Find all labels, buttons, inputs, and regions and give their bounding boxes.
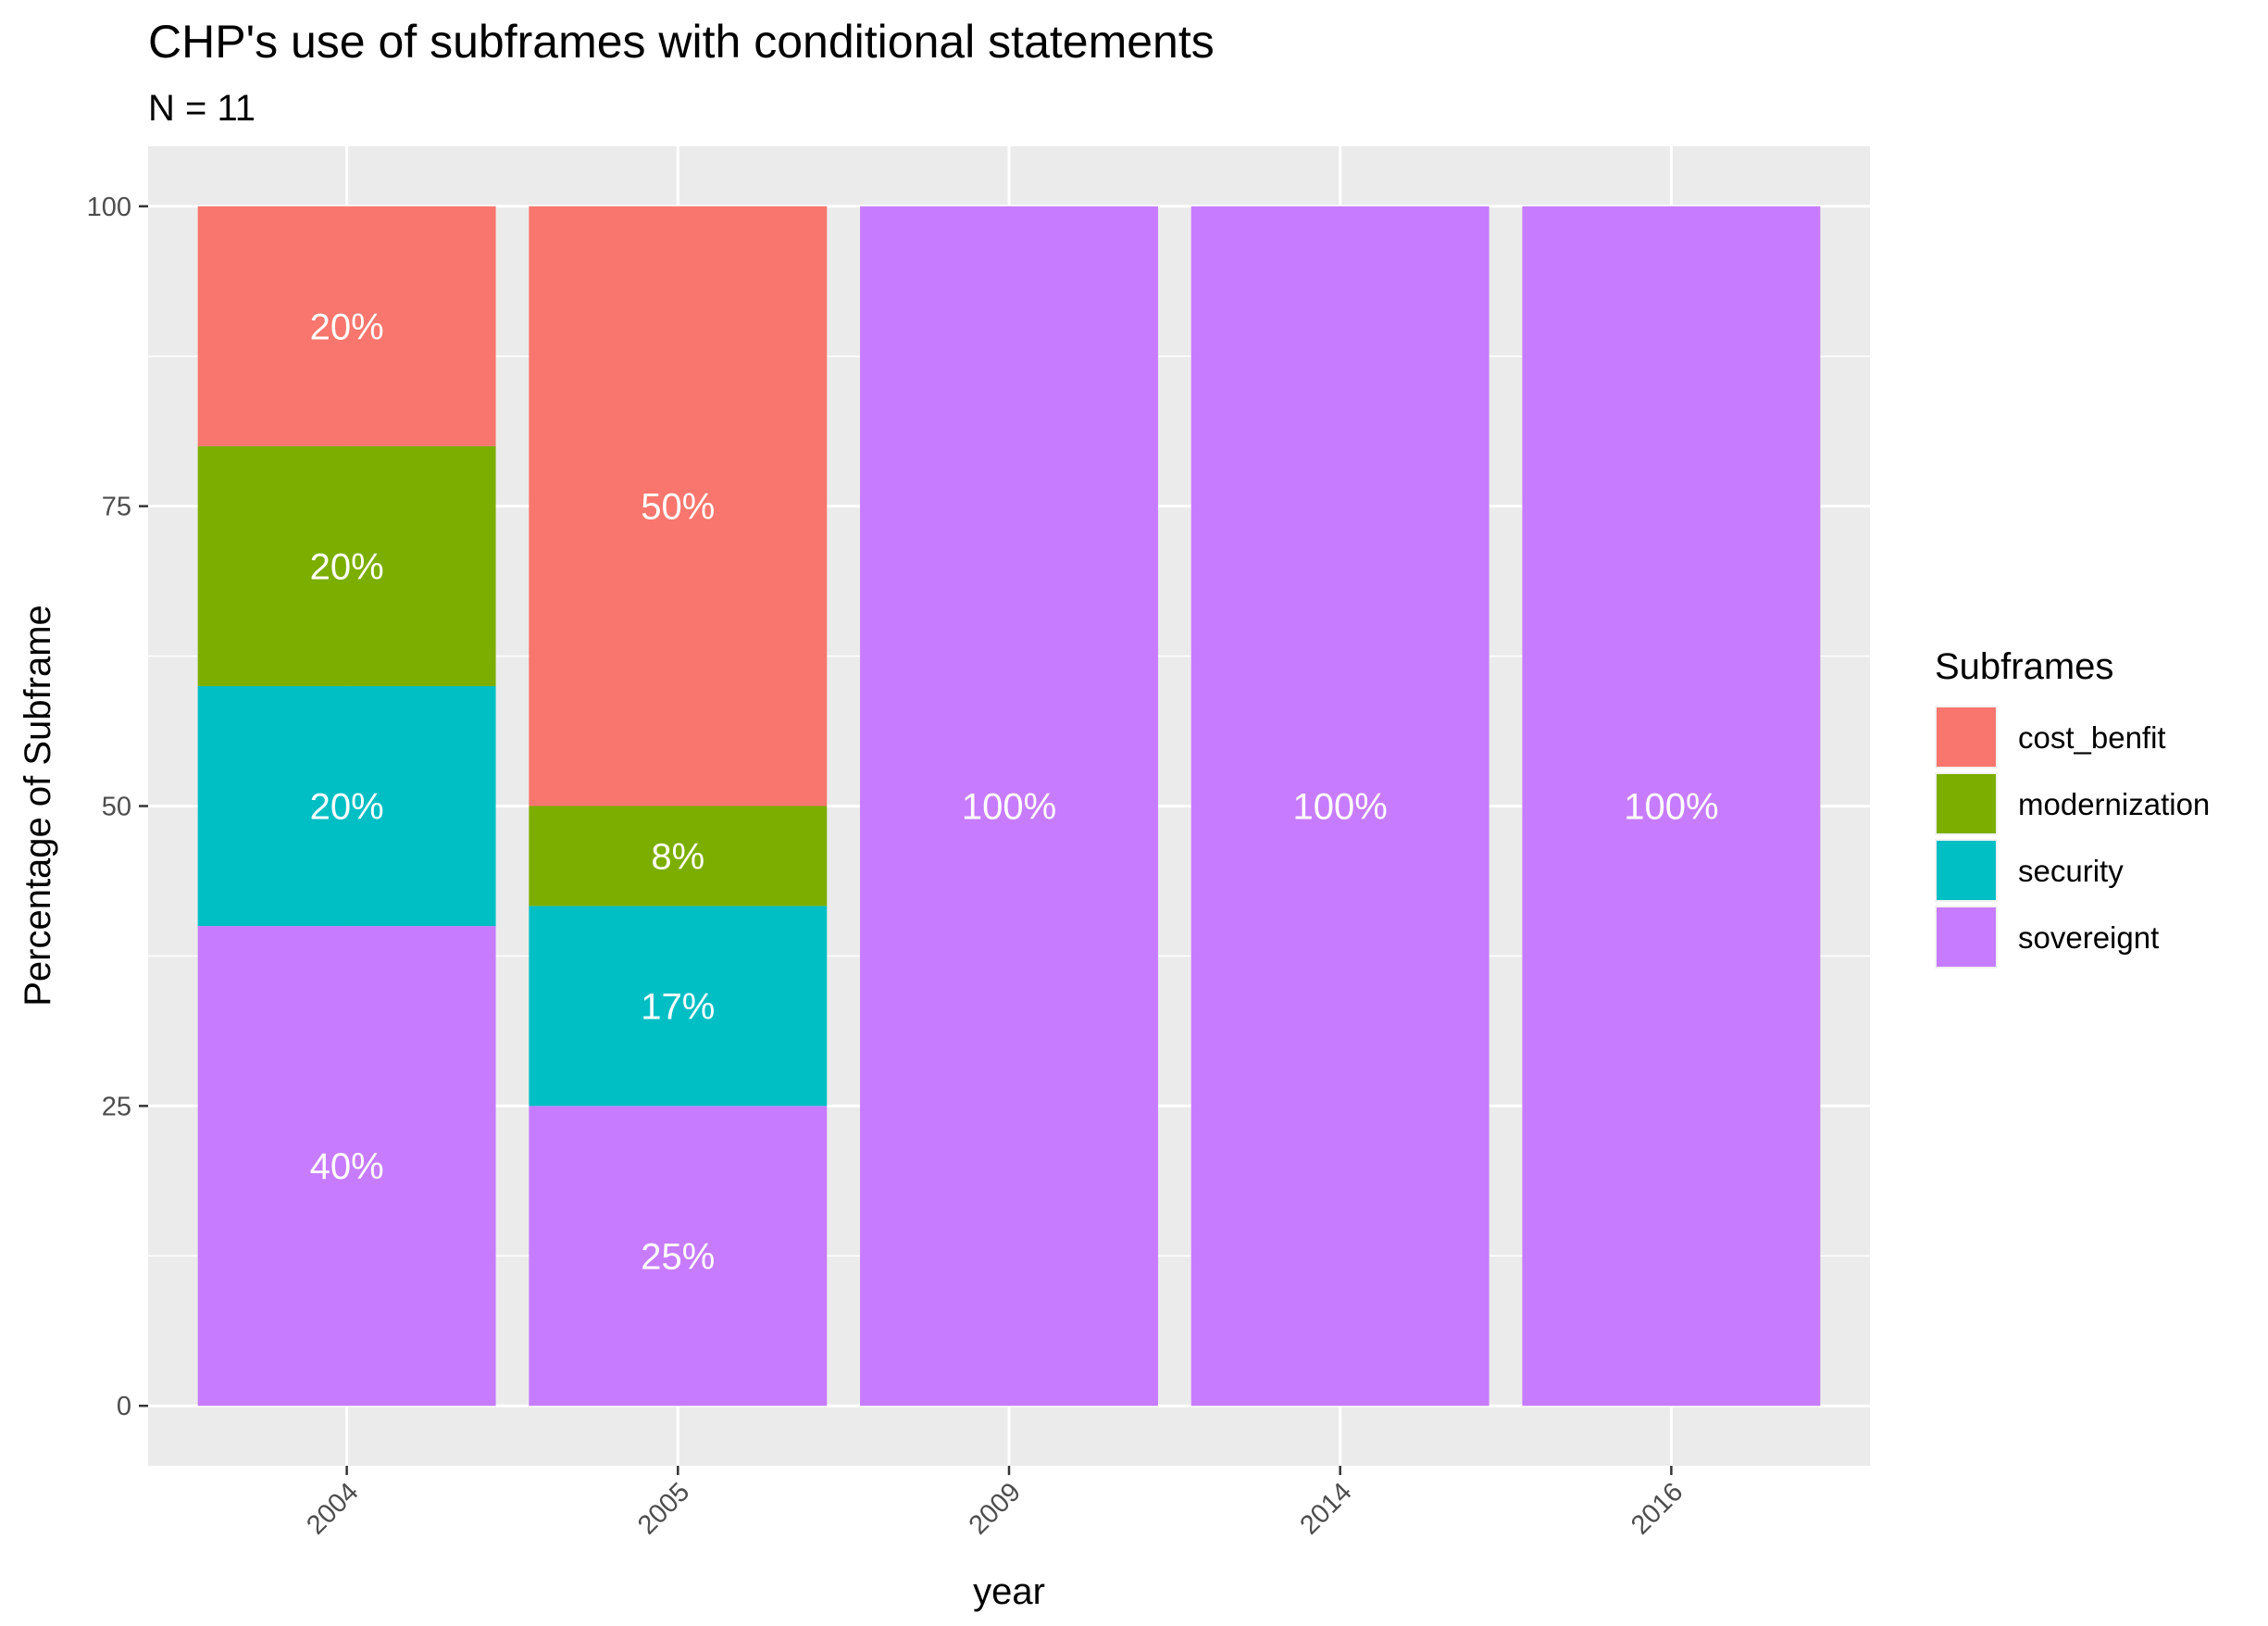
bars [197,206,1821,1407]
bar-label-cost_benfit-2004: 20% [310,306,384,347]
bar-sovereignt-2014 [1190,206,1489,1407]
bar-security-2005 [529,906,828,1107]
bar-label-sovereignt-2004: 40% [310,1146,384,1187]
x-tick-label: 2014 [1294,1477,1357,1540]
legend-label-cost_benfit: cost_benfit [2018,720,2166,755]
x-tick-label: 2009 [964,1477,1027,1540]
x-tick-label: 2004 [301,1477,364,1540]
bar-label-sovereignt-2005: 25% [641,1236,715,1277]
y-tick-label: 25 [102,1092,131,1121]
bar-modernization-2005 [529,806,828,907]
bar-label-security-2004: 20% [310,787,384,828]
bar-modernization-2004 [197,445,496,686]
x-axis-title: year [973,1571,1045,1612]
bar-label-modernization-2005: 8% [651,836,704,877]
y-axis: 0 25 50 75 100 [87,193,148,1421]
legend-title: Subframes [1935,646,2113,687]
y-tick-label: 0 [117,1392,131,1421]
bar-label-sovereignt-2009: 100% [962,787,1056,828]
bar-label-modernization-2004: 20% [310,546,384,587]
legend-label-sovereignt: sovereignt [2018,920,2159,955]
bar-label-sovereignt-2016: 100% [1624,787,1718,828]
y-tick-label: 100 [87,193,131,222]
chart-title: CHP's use of subframes with conditional … [148,16,1215,68]
legend-swatch-modernization [1937,774,1996,833]
bar-sovereignt-2005 [529,1106,828,1407]
x-axis: 2004 2005 2009 2014 2016 [301,1466,1689,1541]
x-tick-label: 2005 [632,1477,695,1540]
y-axis-title: Percentage of Subframe [18,605,58,1007]
bar-cost_benfit-2004 [197,206,496,446]
legend-label-security: security [2018,854,2124,888]
x-tick-label: 2016 [1626,1477,1689,1540]
bar-label-sovereignt-2014: 100% [1293,787,1388,828]
bar-labels: 40% 20% 20% 20% 25% 17% 8% 50% 100% 100% 100% [310,306,1719,1277]
bar-security-2004 [197,685,496,927]
bar-label-security-2005: 17% [641,986,715,1027]
bar-cost_benfit-2005 [529,206,828,807]
bar-sovereignt-2016 [1522,206,1821,1407]
legend-swatch-sovereignt [1937,907,1996,967]
chart-subtitle: N = 11 [148,88,255,129]
legend-label-modernization: modernization [2018,787,2210,821]
bar-sovereignt-2009 [860,206,1158,1407]
bar-label-cost_benfit-2005: 50% [641,487,715,528]
bar-sovereignt-2004 [197,926,496,1407]
legend: Subframes cost_benfit modernization securi… [1935,646,2210,969]
y-tick-label: 75 [102,493,131,522]
legend-swatch-cost_benfit [1937,707,1996,767]
y-tick-label: 50 [102,793,131,822]
legend-swatch-security [1937,841,1996,900]
